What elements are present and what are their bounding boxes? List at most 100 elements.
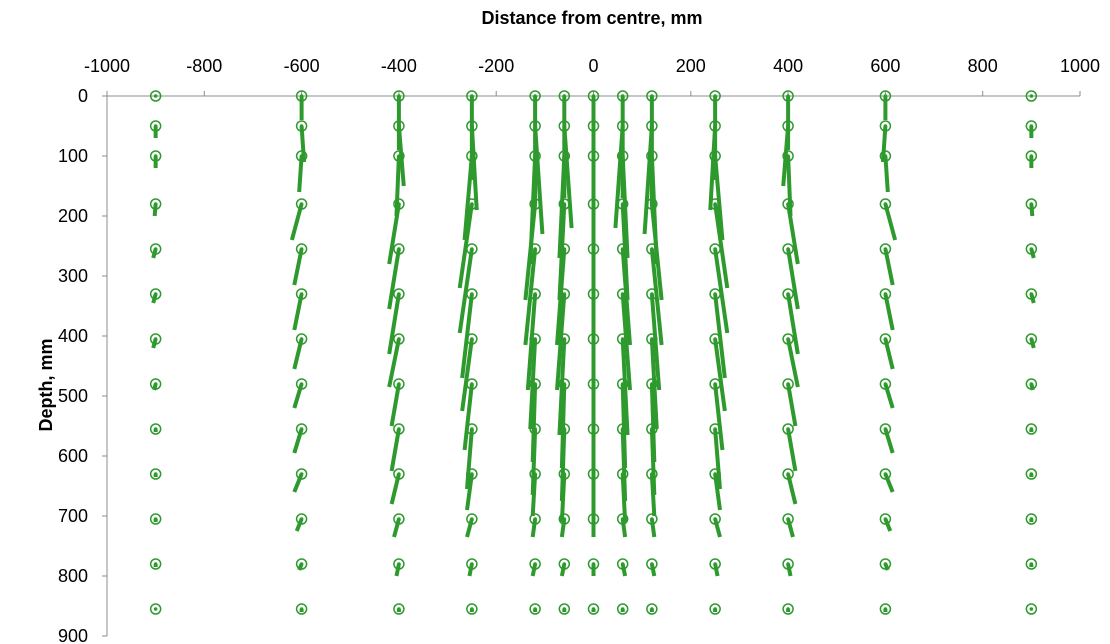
measurement-point-dot [562, 202, 567, 206]
measurement-point-dot [650, 562, 654, 566]
measurement-point-ring [393, 150, 405, 162]
measurement-point-dot [713, 517, 717, 521]
x-tick-label: 200 [676, 56, 706, 76]
measurement-point-dot [591, 292, 596, 296]
displacement-vector [152, 203, 158, 217]
measurement-point-dot [153, 202, 158, 206]
displacement-vector [713, 428, 722, 490]
measurement-point-dot [397, 154, 401, 158]
displacement-vector [528, 338, 538, 430]
measurement-point-dot [470, 202, 474, 206]
y-axis-title: Depth, mm [36, 338, 56, 431]
displacement-vector [557, 338, 567, 436]
displacement-vector [469, 125, 479, 211]
measurement-point-ring [149, 333, 162, 345]
displacement-vector [389, 383, 401, 427]
measurement-point-ring [466, 120, 478, 132]
x-tick-label: 0 [588, 56, 598, 76]
measurement-point-dot [533, 94, 537, 98]
measurement-point-dot [713, 427, 717, 431]
measurement-point-ring [1025, 90, 1038, 102]
measurement-point-dot [883, 292, 888, 296]
measurement-point-ring [466, 90, 478, 102]
measurement-point-ring [1025, 468, 1038, 480]
measurement-point-ring [529, 603, 541, 615]
measurement-point-ring [466, 603, 478, 615]
measurement-point-ring [616, 468, 629, 480]
displacement-vector [394, 563, 401, 577]
displacement-vector [292, 473, 304, 493]
measurement-point-dot [883, 427, 888, 431]
measurement-point-ring [616, 423, 629, 435]
measurement-point-dot [562, 94, 567, 98]
measurement-point-ring [709, 513, 721, 525]
measurement-point-dot [591, 427, 596, 431]
measurement-point-dot [1029, 607, 1034, 611]
measurement-point-dot [470, 517, 474, 521]
measurement-point-dot [470, 247, 474, 251]
displacement-vector [465, 428, 474, 490]
measurement-point-dot [533, 154, 537, 158]
displacement-vector [467, 563, 474, 577]
measurement-point-dot [713, 202, 717, 206]
measurement-point-ring [709, 150, 721, 162]
measurement-point-dot [883, 517, 888, 521]
measurement-point-dot [1029, 517, 1034, 521]
measurement-point-dot [533, 382, 537, 386]
x-tick-label: 800 [968, 56, 998, 76]
displacement-vector [533, 125, 545, 235]
measurement-point-dot [883, 607, 888, 611]
displacement-vector [649, 518, 657, 538]
measurement-point-ring [1025, 288, 1038, 300]
displacement-vector [786, 293, 800, 355]
measurement-point-dot [562, 427, 567, 431]
y-tick-label: 600 [58, 446, 88, 466]
displacement-vector [786, 428, 798, 472]
measurement-point-dot [470, 607, 474, 611]
measurement-point-ring [616, 558, 629, 570]
measurement-point-ring [529, 423, 541, 435]
displacement-vector [613, 125, 625, 229]
measurement-point-ring [782, 603, 794, 615]
measurement-point-ring [393, 243, 405, 255]
measurement-point-dot [591, 382, 596, 386]
displacement-vector [620, 518, 628, 538]
measurement-point-ring [587, 288, 600, 300]
measurement-point-ring [782, 558, 794, 570]
measurement-point-ring [616, 198, 629, 210]
measurement-point-ring [466, 513, 478, 525]
measurement-point-ring [709, 243, 721, 255]
measurement-point-ring [393, 558, 405, 570]
displacement-vector [786, 563, 793, 577]
measurement-point-dot [786, 292, 790, 296]
measurement-point-dot [713, 154, 717, 158]
measurement-point-dot [591, 94, 596, 98]
measurement-point-dot [591, 124, 596, 128]
measurement-point-ring [295, 378, 308, 390]
measurement-point-ring [295, 558, 308, 570]
displacement-vector [781, 125, 791, 187]
measurement-point-ring [709, 198, 721, 210]
displacement-vector [713, 248, 730, 334]
measurement-point-dot [713, 382, 717, 386]
measurement-point-ring [782, 423, 794, 435]
measurement-point-dot [397, 607, 401, 611]
y-tick-label: 300 [58, 266, 88, 286]
measurement-point-dot [786, 94, 790, 98]
measurement-point-ring [782, 513, 794, 525]
measurement-point-dot [650, 94, 654, 98]
displacement-vector [297, 155, 304, 193]
measurement-point-dot [620, 247, 625, 251]
displacement-vector [299, 125, 307, 163]
y-axis-ticks: 0 100 200 300 400 500 600 700 800 900 [58, 86, 107, 644]
measurement-point-ring [616, 243, 629, 255]
measurement-point-dot [1029, 427, 1034, 431]
measurement-point-ring [587, 90, 600, 102]
measurement-point-ring [295, 468, 308, 480]
measurement-point-ring [466, 558, 478, 570]
measurement-point-ring [149, 243, 162, 255]
displacement-vector [883, 473, 895, 493]
measurement-point-ring [879, 288, 892, 300]
measurement-point-dot [153, 337, 158, 341]
measurement-point-dot [883, 94, 888, 98]
